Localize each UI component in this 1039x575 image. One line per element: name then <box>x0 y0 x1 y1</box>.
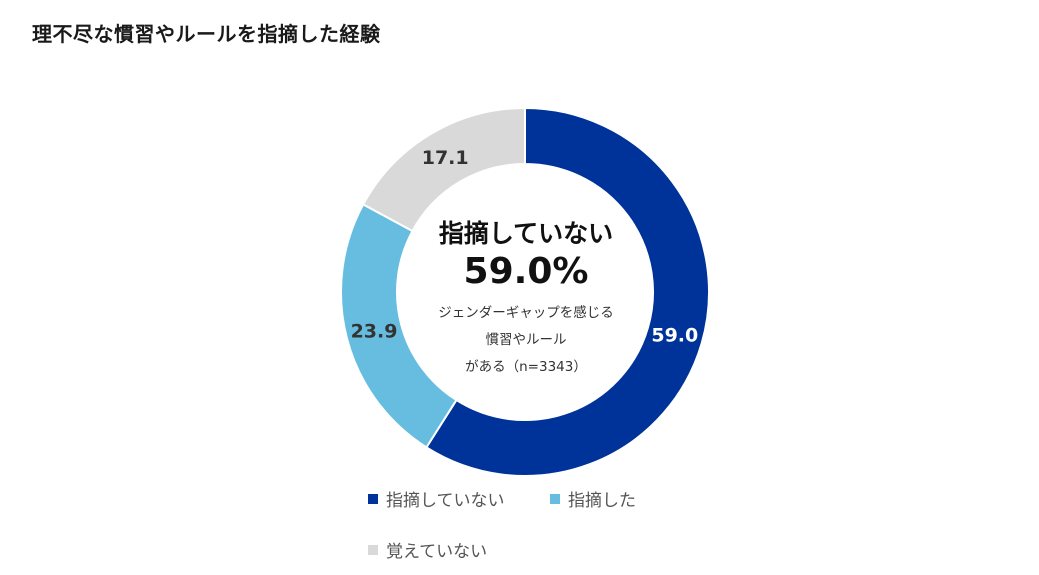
data-label-not-pointed-out: 59.0 <box>651 325 698 347</box>
legend-label-not-pointed-out: 指摘していない <box>386 491 505 511</box>
legend-item-dont-remember: 覚えていない <box>368 537 487 562</box>
legend-label-pointed-out: 指摘した <box>568 491 636 511</box>
legend-swatch-pointed-out <box>550 493 560 504</box>
legend-label-dont-remember: 覚えていない <box>386 542 488 562</box>
center-label: 指摘していない 59.0% ジェンダーギャップを感じる 慣習やルール がある（n… <box>400 218 652 381</box>
center-note-line-3: がある（n=3343） <box>465 359 587 375</box>
donut-slice-not-pointed-out <box>425 106 710 477</box>
legend-swatch-not-pointed-out <box>368 493 378 504</box>
data-label-pointed-out: 23.9 <box>351 320 398 342</box>
data-label-dont-remember: 17.1 <box>422 147 469 169</box>
legend-item-not-pointed-out: 指摘していない <box>368 486 505 511</box>
chart-title: 理不尽な慣習やルールを指摘した経験 <box>32 22 381 46</box>
donut-slice-dont-remember <box>361 106 526 233</box>
center-note-line-2: 慣習やルール <box>485 332 567 348</box>
legend-swatch-dont-remember <box>368 544 378 555</box>
center-value-label: 59.0% <box>463 251 589 292</box>
center-category-label: 指摘していない <box>438 219 614 248</box>
center-note-line-1: ジェンダーギャップを感じる <box>438 305 614 321</box>
legend-item-pointed-out: 指摘した <box>550 486 636 511</box>
